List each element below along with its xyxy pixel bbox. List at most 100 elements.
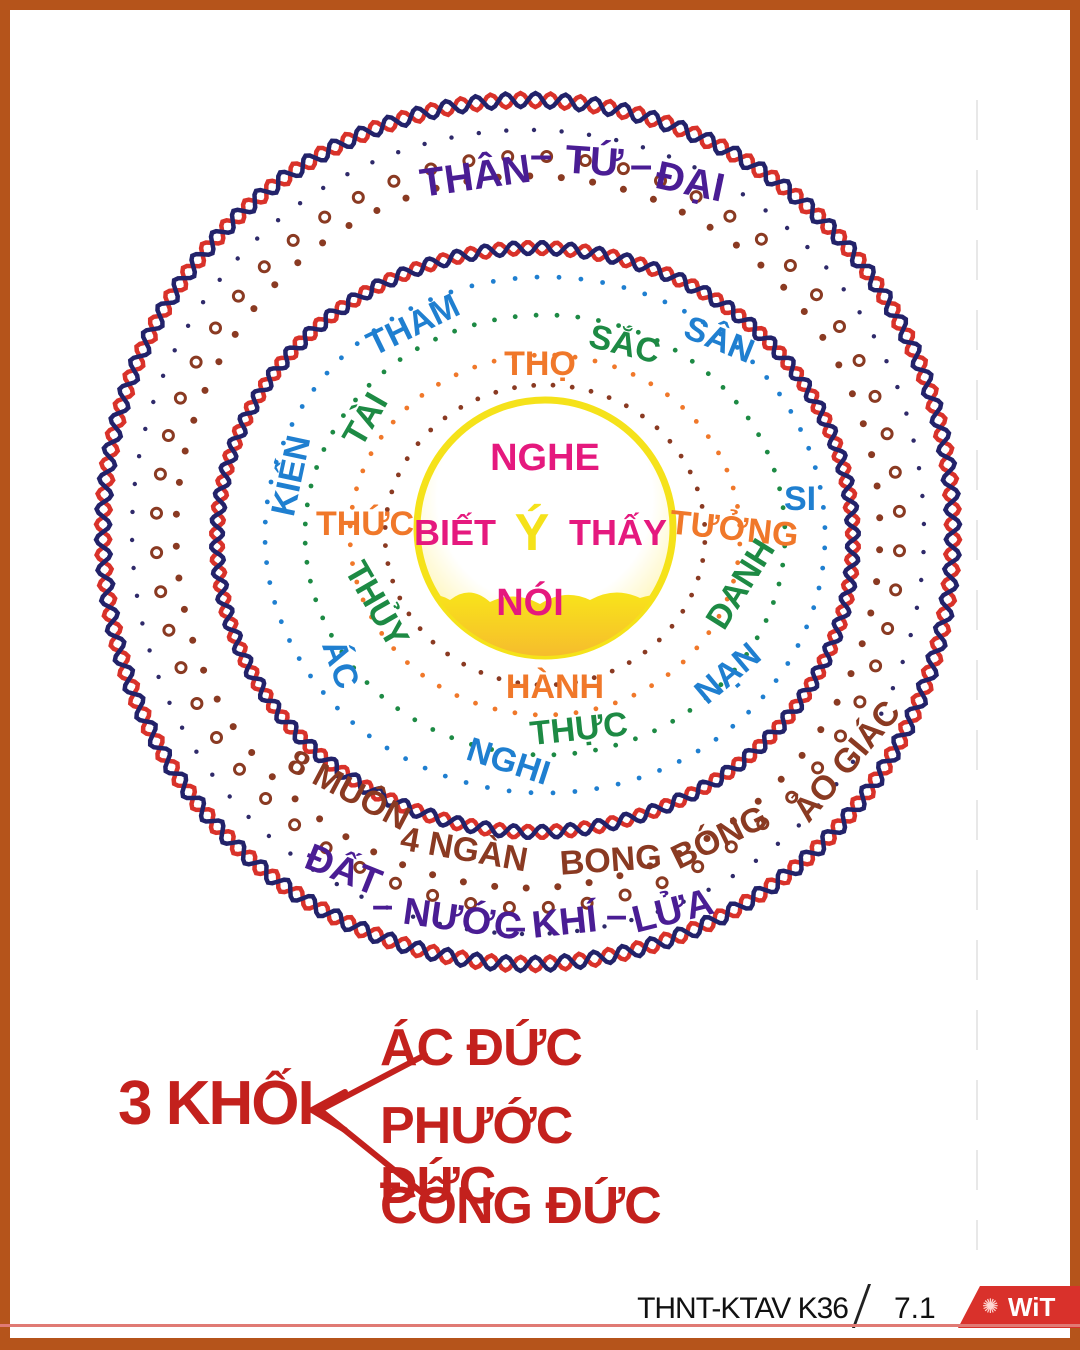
inner-dot xyxy=(678,453,684,459)
outer-dot xyxy=(729,817,737,825)
inner-dot xyxy=(350,561,355,566)
outer-fine-dot xyxy=(531,127,537,133)
inner-dot xyxy=(534,682,540,688)
inner-dot xyxy=(341,413,346,418)
inner-dot xyxy=(695,748,701,754)
inner-dot xyxy=(391,646,397,651)
legend: 3 KHỐI ÁC ĐỨC PHƯỚC ĐỨC CÔNG ĐỨC xyxy=(110,1000,670,1250)
outer-dot xyxy=(173,391,187,405)
outer-dash: – xyxy=(606,895,627,937)
inner-dot xyxy=(764,449,770,455)
inner-dot xyxy=(458,405,464,410)
inner-dot xyxy=(506,788,512,794)
outer-dash: – xyxy=(630,143,652,187)
inner-dot xyxy=(615,781,621,787)
inner-dot xyxy=(746,709,751,715)
outer-fine-dot xyxy=(763,208,768,213)
outer-fine-dot xyxy=(575,928,580,934)
outer-dot xyxy=(847,670,855,678)
legend-item-phuoc-duc: PHƯỚC ĐỨC xyxy=(380,1097,573,1215)
outer-dot xyxy=(833,320,846,333)
inner-dot xyxy=(383,543,388,548)
outer-dot xyxy=(294,259,302,267)
outer-fine-dot xyxy=(602,924,607,929)
inner-dot xyxy=(811,605,817,611)
inner-dot xyxy=(533,312,539,318)
outer-fine-dot xyxy=(464,927,470,932)
inner-dot xyxy=(553,682,559,687)
outer-fine-dot xyxy=(235,256,240,261)
outer-dot xyxy=(459,878,467,886)
outer-word-dai: ĐẠI xyxy=(652,153,729,210)
outer-dot xyxy=(209,321,222,335)
outer-dot xyxy=(835,361,843,369)
outer-dot xyxy=(150,506,163,520)
inner-dot xyxy=(713,736,719,742)
inner-dot xyxy=(531,352,537,358)
inner-dot xyxy=(511,354,517,360)
outer-dot xyxy=(691,860,705,874)
inner-dot xyxy=(463,780,469,785)
inner-dot xyxy=(299,404,305,409)
footer-divider xyxy=(851,1284,872,1328)
outer-fine-dot xyxy=(871,334,877,339)
inner-dot xyxy=(267,580,273,585)
outer-word-tu: TỨ xyxy=(564,136,626,186)
inner-dot xyxy=(335,705,340,711)
outer-dot xyxy=(858,640,866,648)
inner-dot xyxy=(616,323,621,328)
inner-dot xyxy=(278,619,284,625)
outer-dot xyxy=(429,871,437,879)
legend-brace xyxy=(305,1052,428,1198)
inner-dot xyxy=(550,382,556,388)
inner-ring-navy-strand xyxy=(209,240,861,840)
outer-dot xyxy=(800,308,808,315)
inner-dot xyxy=(550,790,556,796)
inner-dot xyxy=(531,383,537,388)
inner-dot xyxy=(648,381,654,387)
outer-dot xyxy=(675,850,683,857)
outer-dot xyxy=(288,818,302,832)
inner-dot xyxy=(702,522,707,527)
outer-dash: – xyxy=(372,885,393,927)
outer-fine-dot xyxy=(321,185,326,191)
outer-fine-dot xyxy=(681,899,686,904)
outer-fine-dot xyxy=(288,851,293,856)
inner-dot xyxy=(718,331,724,337)
inner-dot xyxy=(695,575,701,581)
inner-dot xyxy=(512,314,518,320)
inner-dot xyxy=(569,384,575,390)
outer-dot xyxy=(150,546,164,560)
inner-dot xyxy=(287,638,292,643)
inner-dot xyxy=(654,425,660,431)
outer-dot xyxy=(318,210,332,224)
inner-dot xyxy=(403,756,408,762)
inner-dot xyxy=(594,786,600,791)
outer-fine-dot xyxy=(130,509,135,515)
outer-dot xyxy=(585,879,593,887)
outer-fine-dot xyxy=(246,814,251,820)
inner-dot xyxy=(636,775,642,781)
inner-dot xyxy=(665,392,670,398)
outer-fine-dot xyxy=(740,192,746,197)
inner-dot xyxy=(302,521,308,527)
inner-dot xyxy=(347,542,353,548)
inner-dot xyxy=(264,499,270,505)
outer-fine-dot xyxy=(143,426,148,432)
outer-dot xyxy=(868,389,882,403)
inner-dot xyxy=(613,742,619,748)
outer-fine-dot xyxy=(730,873,735,879)
page-edge-rule xyxy=(976,100,978,1250)
outer-fine-dot xyxy=(519,931,525,937)
outer-dot xyxy=(756,817,770,831)
inner-dot xyxy=(442,415,448,421)
inner-dot xyxy=(612,700,618,706)
inner-dot xyxy=(776,581,782,587)
inner-dot xyxy=(379,631,385,636)
inner-dot xyxy=(780,505,786,511)
inner-dot xyxy=(422,765,428,771)
outer-dot xyxy=(810,288,823,302)
inner-dot xyxy=(308,483,314,489)
inner-dot xyxy=(635,329,641,335)
arc-word-8-muon: 8 MUÔN xyxy=(281,741,416,838)
